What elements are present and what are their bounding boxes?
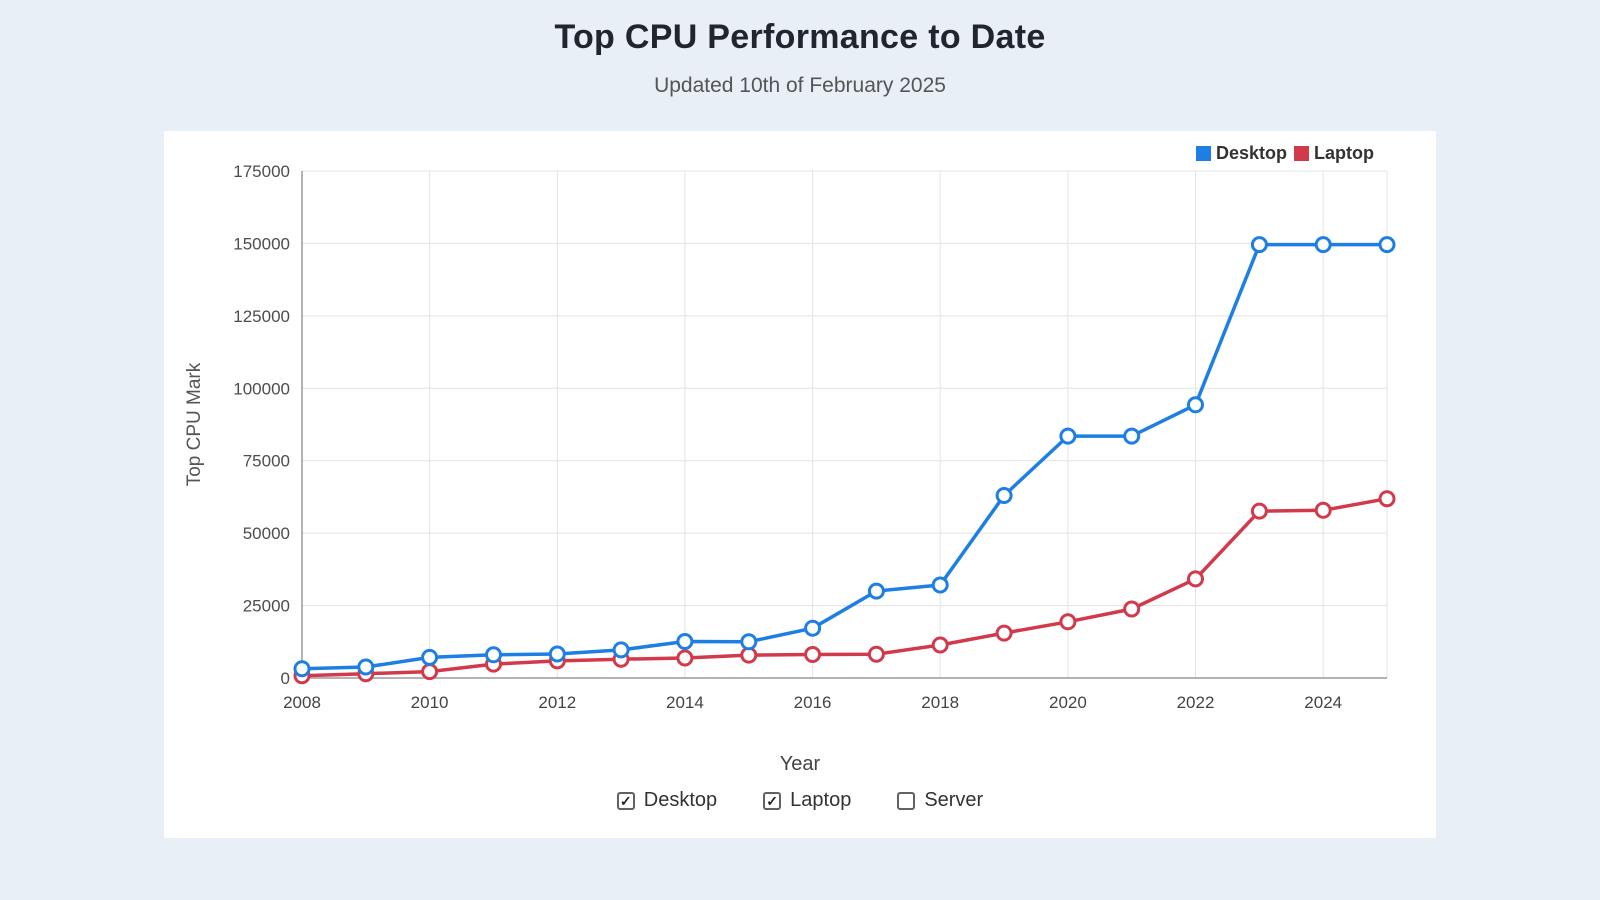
- svg-text:Top CPU Mark: Top CPU Mark: [184, 362, 205, 486]
- legend-label: Desktop: [1215, 143, 1287, 163]
- legend-item-desktop[interactable]: Desktop: [1195, 143, 1287, 164]
- svg-text:100000: 100000: [233, 379, 290, 398]
- svg-text:2020: 2020: [1049, 693, 1087, 712]
- svg-text:2010: 2010: [411, 693, 449, 712]
- chart-card: Desktop Laptop 0 25000 50000 75000 100000 1250…: [164, 131, 1436, 838]
- svg-text:2012: 2012: [538, 693, 576, 712]
- svg-text:2014: 2014: [666, 693, 704, 712]
- checkbox-label: Laptop: [790, 789, 852, 811]
- legend-label: Laptop: [1314, 143, 1374, 163]
- page-title: Top CPU Performance to Date: [554, 18, 1046, 56]
- svg-text:150000: 150000: [233, 234, 290, 253]
- checkbox-desktop[interactable]: ✓ Desktop: [616, 789, 718, 812]
- checkbox-label: Desktop: [643, 789, 718, 811]
- svg-text:125000: 125000: [233, 307, 290, 326]
- svg-text:2024: 2024: [1304, 693, 1342, 712]
- checkbox-laptop[interactable]: ✓ Laptop: [763, 789, 851, 812]
- svg-text:175000: 175000: [233, 162, 290, 181]
- page-header: Top CPU Performance to Date Updated 10th…: [0, 0, 1600, 98]
- svg-text:2018: 2018: [921, 693, 959, 712]
- svg-text:50000: 50000: [243, 524, 290, 543]
- x-axis-title: Year: [779, 753, 821, 775]
- svg-text:2016: 2016: [794, 693, 832, 712]
- svg-text:2008: 2008: [283, 693, 321, 712]
- unchecked-checkbox-icon[interactable]: [897, 791, 916, 810]
- checkbox-server[interactable]: Server: [897, 789, 983, 812]
- svg-text:75000: 75000: [243, 452, 290, 471]
- chart-legend: Desktop Laptop: [1189, 143, 1374, 164]
- svg-text:0: 0: [281, 669, 290, 688]
- svg-text:2022: 2022: [1177, 693, 1215, 712]
- line-chart[interactable]: 0 25000 50000 75000 100000 125000 150000 175000…: [164, 131, 1436, 731]
- svg-text:25000: 25000: [243, 597, 290, 616]
- checked-checkbox-icon[interactable]: ✓: [763, 791, 782, 810]
- series-toggles: ✓ Desktop ✓ Laptop Server: [164, 789, 1436, 812]
- page-subtitle: Updated 10th of February 2025: [654, 74, 946, 97]
- checkbox-label: Server: [924, 789, 984, 811]
- legend-swatch-desktop: [1195, 146, 1211, 161]
- checked-checkbox-icon[interactable]: ✓: [616, 791, 635, 810]
- legend-swatch-laptop: [1294, 146, 1309, 161]
- legend-item-laptop[interactable]: Laptop: [1294, 143, 1374, 164]
